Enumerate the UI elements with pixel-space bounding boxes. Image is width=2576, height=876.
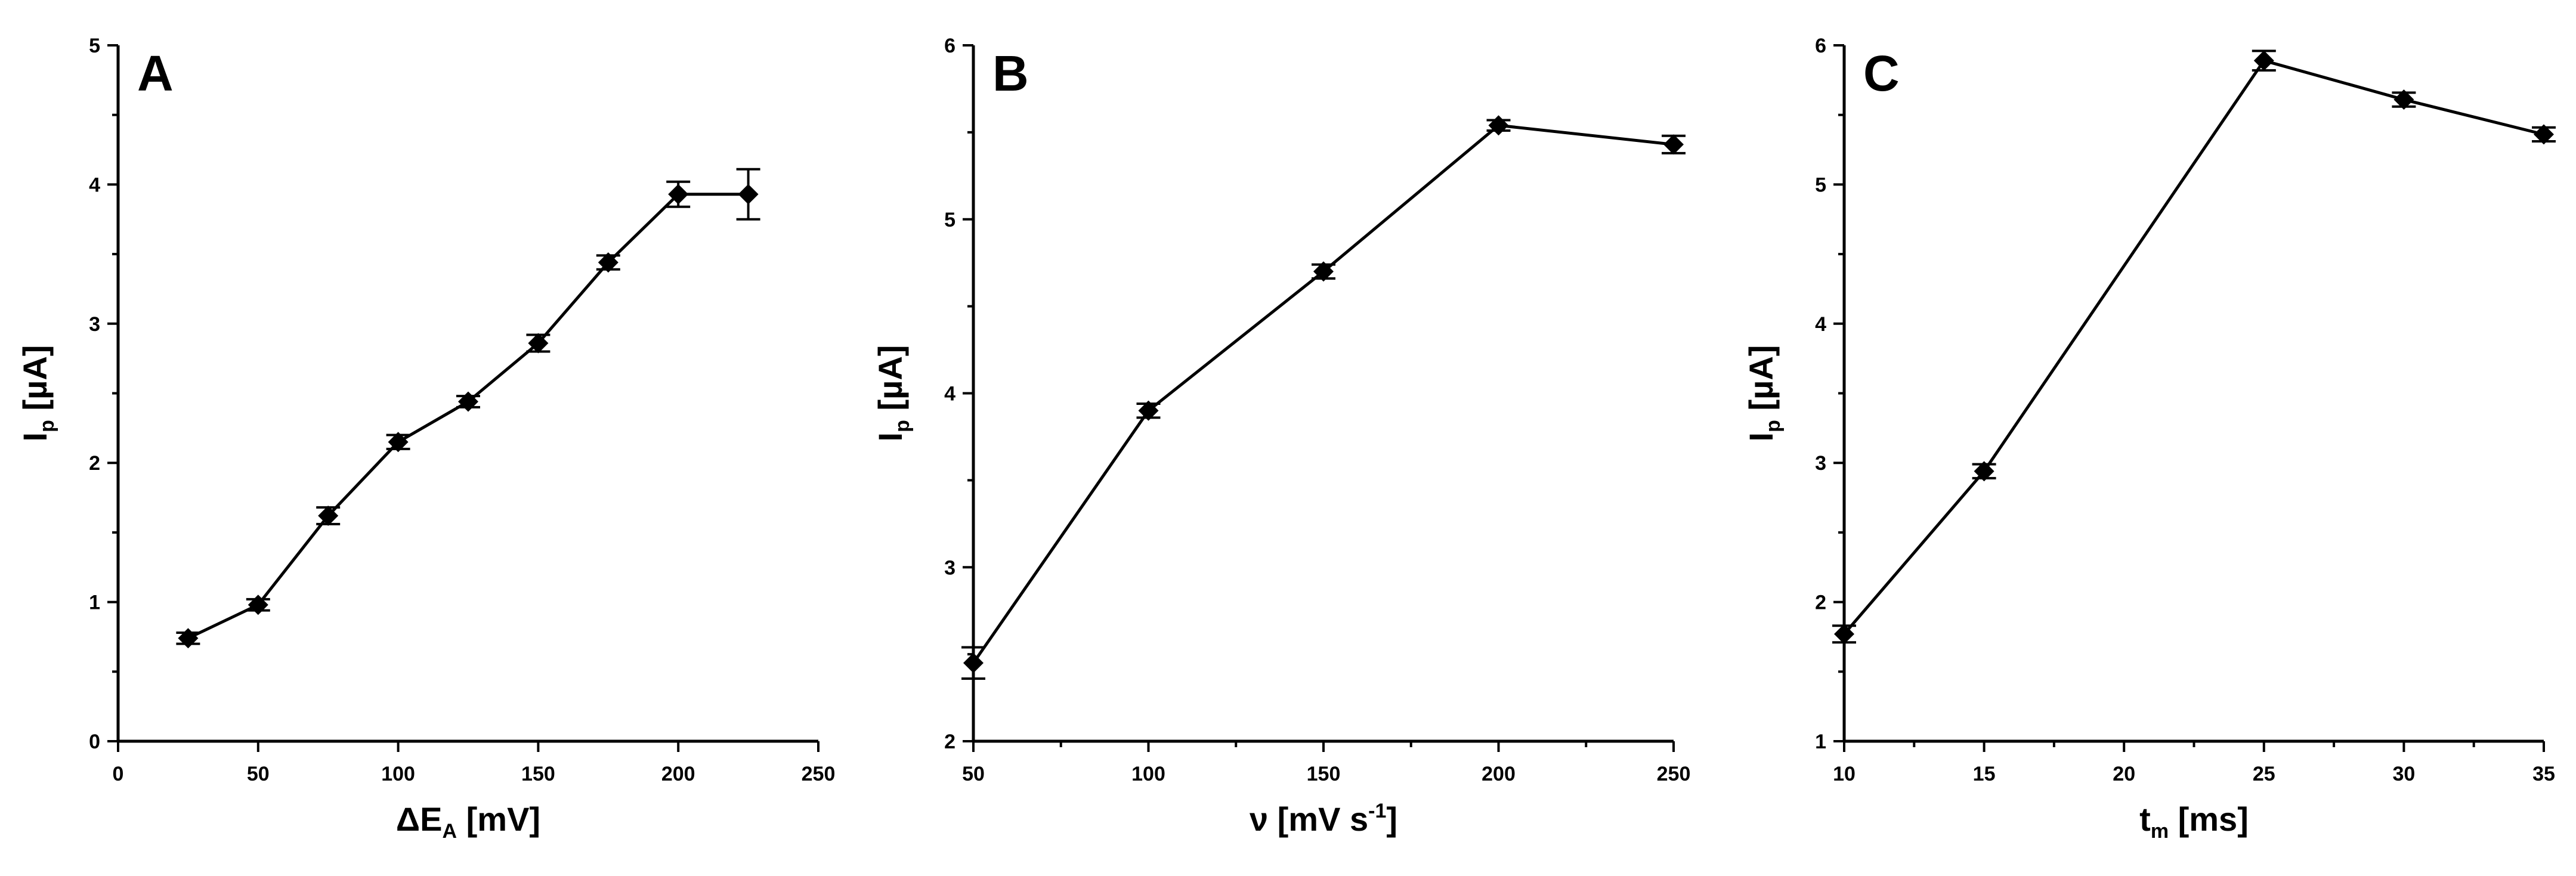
data-point	[1138, 400, 1159, 421]
y-axis-label-subscript: p	[891, 420, 914, 432]
y-axis-label-subscript: p	[1762, 420, 1785, 432]
x-tick-label: 15	[1973, 763, 1996, 785]
series-line	[187, 193, 749, 640]
y-tick-label: 3	[89, 313, 100, 336]
y-tick-label: 3	[1815, 452, 1826, 475]
panel-c: 10 15 20 25 30 35 1 2 3 4 5 6 Ctm [ms] Ip [µA]	[1742, 35, 2556, 843]
data-point	[963, 652, 984, 673]
data-point	[668, 184, 689, 205]
data-point	[738, 184, 759, 205]
x-tick-label: 20	[2113, 763, 2135, 785]
y-tick-label: 1	[89, 592, 100, 614]
x-tick-label: 50	[962, 763, 985, 785]
y-tick-label: 4	[944, 383, 955, 406]
y-tick-label: 1	[1815, 730, 1826, 753]
panel-b: 50 100 150 200 250 2 3 4 5 6 Bν [mV s-1] Ip [µA]	[871, 35, 1690, 838]
x-axis-label-main: ΔE	[396, 800, 443, 838]
series-line	[972, 123, 1674, 664]
x-tick-label: 250	[802, 763, 836, 785]
x-axis-label: ν [mV s-1]	[1250, 800, 1397, 838]
panel-label: A	[137, 45, 174, 101]
y-axis-label-main: I	[16, 432, 54, 442]
data-point	[2253, 50, 2274, 71]
y-tick-label: 0	[89, 730, 100, 753]
y-axis-label-unit: [µA]	[871, 345, 909, 420]
y-tick-label: 5	[944, 209, 955, 231]
y-tick-label: 6	[1815, 35, 1826, 57]
series-line	[1843, 58, 2544, 635]
x-axis-label: tm [ms]	[2139, 800, 2249, 843]
x-tick-label: 25	[2253, 763, 2275, 785]
y-axis-label-main: I	[1742, 432, 1780, 442]
x-axis-label-main: t	[2139, 800, 2151, 838]
y-axis-label-unit: [µA]	[1742, 345, 1780, 420]
y-tick-label: 2	[944, 730, 955, 753]
x-tick-label: 250	[1657, 763, 1691, 785]
x-tick-label: 100	[1131, 763, 1165, 785]
x-axis-label-unit: ]	[1386, 800, 1397, 838]
y-tick-label: 2	[1815, 592, 1826, 614]
data-point	[598, 252, 619, 273]
x-tick-label: 30	[2392, 763, 2415, 785]
y-tick-label: 4	[89, 174, 100, 196]
y-tick-label: 5	[1815, 174, 1826, 196]
x-axis-label-unit: [ms]	[2169, 800, 2249, 838]
x-axis-label-superscript: -1	[1368, 800, 1386, 822]
x-axis-label: ΔEA [mV]	[396, 800, 540, 843]
y-axis-label-unit: [µA]	[16, 345, 54, 420]
data-point	[1974, 461, 1994, 482]
x-tick-label: 0	[113, 763, 124, 785]
x-tick-label: 10	[1833, 763, 1856, 785]
y-tick-label: 5	[89, 35, 100, 57]
x-tick-label: 200	[1482, 763, 1516, 785]
x-tick-label: 150	[1307, 763, 1341, 785]
data-point	[1488, 115, 1509, 136]
x-axis-label-subscript: m	[2151, 820, 2169, 843]
x-tick-label: 100	[381, 763, 415, 785]
x-axis-label-subscript: A	[443, 820, 457, 843]
y-axis-label-subscript: p	[36, 420, 58, 432]
x-tick-label: 35	[2532, 763, 2555, 785]
x-tick-label: 50	[247, 763, 270, 785]
y-tick-label: 3	[944, 556, 955, 579]
data-point	[248, 595, 268, 615]
y-axis-label-main: I	[871, 432, 909, 442]
data-point	[178, 628, 199, 649]
data-point	[1663, 134, 1684, 155]
data-point	[318, 505, 339, 526]
x-axis-label-unit: [mV]	[457, 800, 540, 838]
x-tick-label: 200	[661, 763, 695, 785]
panel-label: B	[992, 45, 1029, 101]
x-tick-label: 150	[521, 763, 555, 785]
y-tick-label: 4	[1815, 313, 1826, 336]
y-axis-label: Ip [µA]	[871, 345, 914, 442]
data-point	[528, 333, 549, 354]
data-point	[388, 432, 409, 453]
y-tick-label: 2	[89, 452, 100, 475]
y-tick-label: 6	[944, 35, 955, 57]
data-point	[1834, 624, 1854, 645]
x-axis-label-main: ν [mV s	[1250, 800, 1368, 838]
data-point	[458, 391, 478, 412]
data-point	[2393, 89, 2414, 110]
data-point	[2534, 124, 2554, 145]
y-axis-label: Ip [µA]	[1742, 345, 1785, 442]
data-point	[1313, 261, 1334, 282]
y-axis-label: Ip [µA]	[16, 345, 58, 442]
panel-label: C	[1863, 45, 1900, 101]
